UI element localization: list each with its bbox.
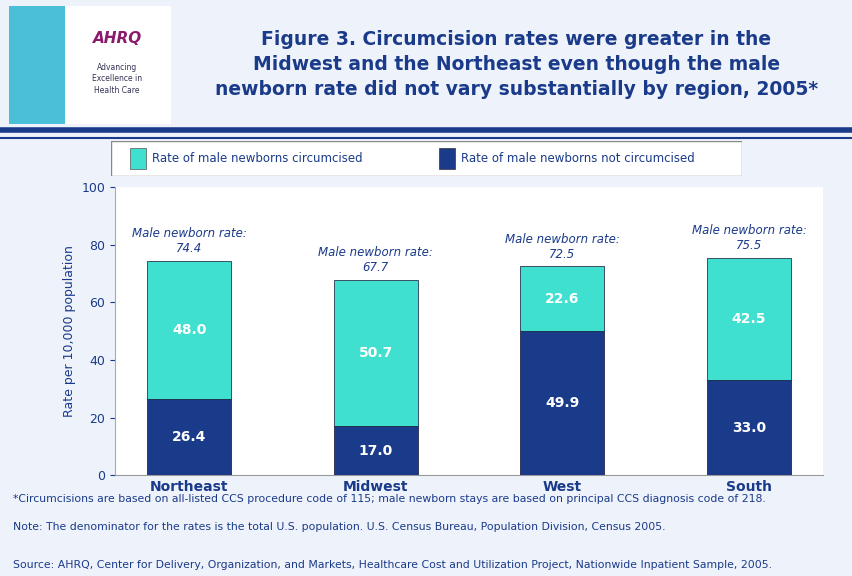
Bar <box>520 266 604 332</box>
Text: 22.6: 22.6 <box>544 292 579 306</box>
Bar <box>65 6 170 124</box>
Text: *Circumcisions are based on all-listed CCS procedure code of 115; male newborn s: *Circumcisions are based on all-listed C… <box>13 494 764 504</box>
Text: 49.9: 49.9 <box>544 396 579 410</box>
Bar <box>439 148 454 169</box>
Bar <box>706 258 790 380</box>
Text: AHRQ: AHRQ <box>92 31 141 46</box>
Text: 48.0: 48.0 <box>172 323 206 337</box>
Bar <box>520 332 604 475</box>
Text: Male newborn rate:
75.5: Male newborn rate: 75.5 <box>691 224 805 252</box>
Text: Male newborn rate:
74.4: Male newborn rate: 74.4 <box>132 227 246 255</box>
Bar <box>130 148 146 169</box>
Text: Source: AHRQ, Center for Delivery, Organization, and Markets, Healthcare Cost an: Source: AHRQ, Center for Delivery, Organ… <box>13 560 771 570</box>
Text: Rate of male newborns not circumcised: Rate of male newborns not circumcised <box>461 152 694 165</box>
Bar <box>333 426 417 475</box>
Text: Advancing
Excellence in
Health Care: Advancing Excellence in Health Care <box>92 63 142 94</box>
Text: 42.5: 42.5 <box>731 312 765 326</box>
Text: Figure 3. Circumcision rates were greater in the
Midwest and the Northeast even : Figure 3. Circumcision rates were greate… <box>214 31 817 99</box>
Bar <box>147 261 231 399</box>
Text: 50.7: 50.7 <box>359 346 393 360</box>
Text: 26.4: 26.4 <box>172 430 206 444</box>
Text: Note: The denominator for the rates is the total U.S. population. U.S. Census Bu: Note: The denominator for the rates is t… <box>13 522 665 532</box>
Text: Male newborn rate:
72.5: Male newborn rate: 72.5 <box>504 233 619 260</box>
Text: Male newborn rate:
67.7: Male newborn rate: 67.7 <box>318 247 433 275</box>
Text: 17.0: 17.0 <box>359 444 393 458</box>
Bar <box>333 281 417 426</box>
Bar <box>706 380 790 475</box>
Bar <box>147 399 231 475</box>
Text: Rate of male newborns circumcised: Rate of male newborns circumcised <box>152 152 362 165</box>
Y-axis label: Rate per 10,000 population: Rate per 10,000 population <box>63 245 76 417</box>
Text: 33.0: 33.0 <box>731 420 765 435</box>
